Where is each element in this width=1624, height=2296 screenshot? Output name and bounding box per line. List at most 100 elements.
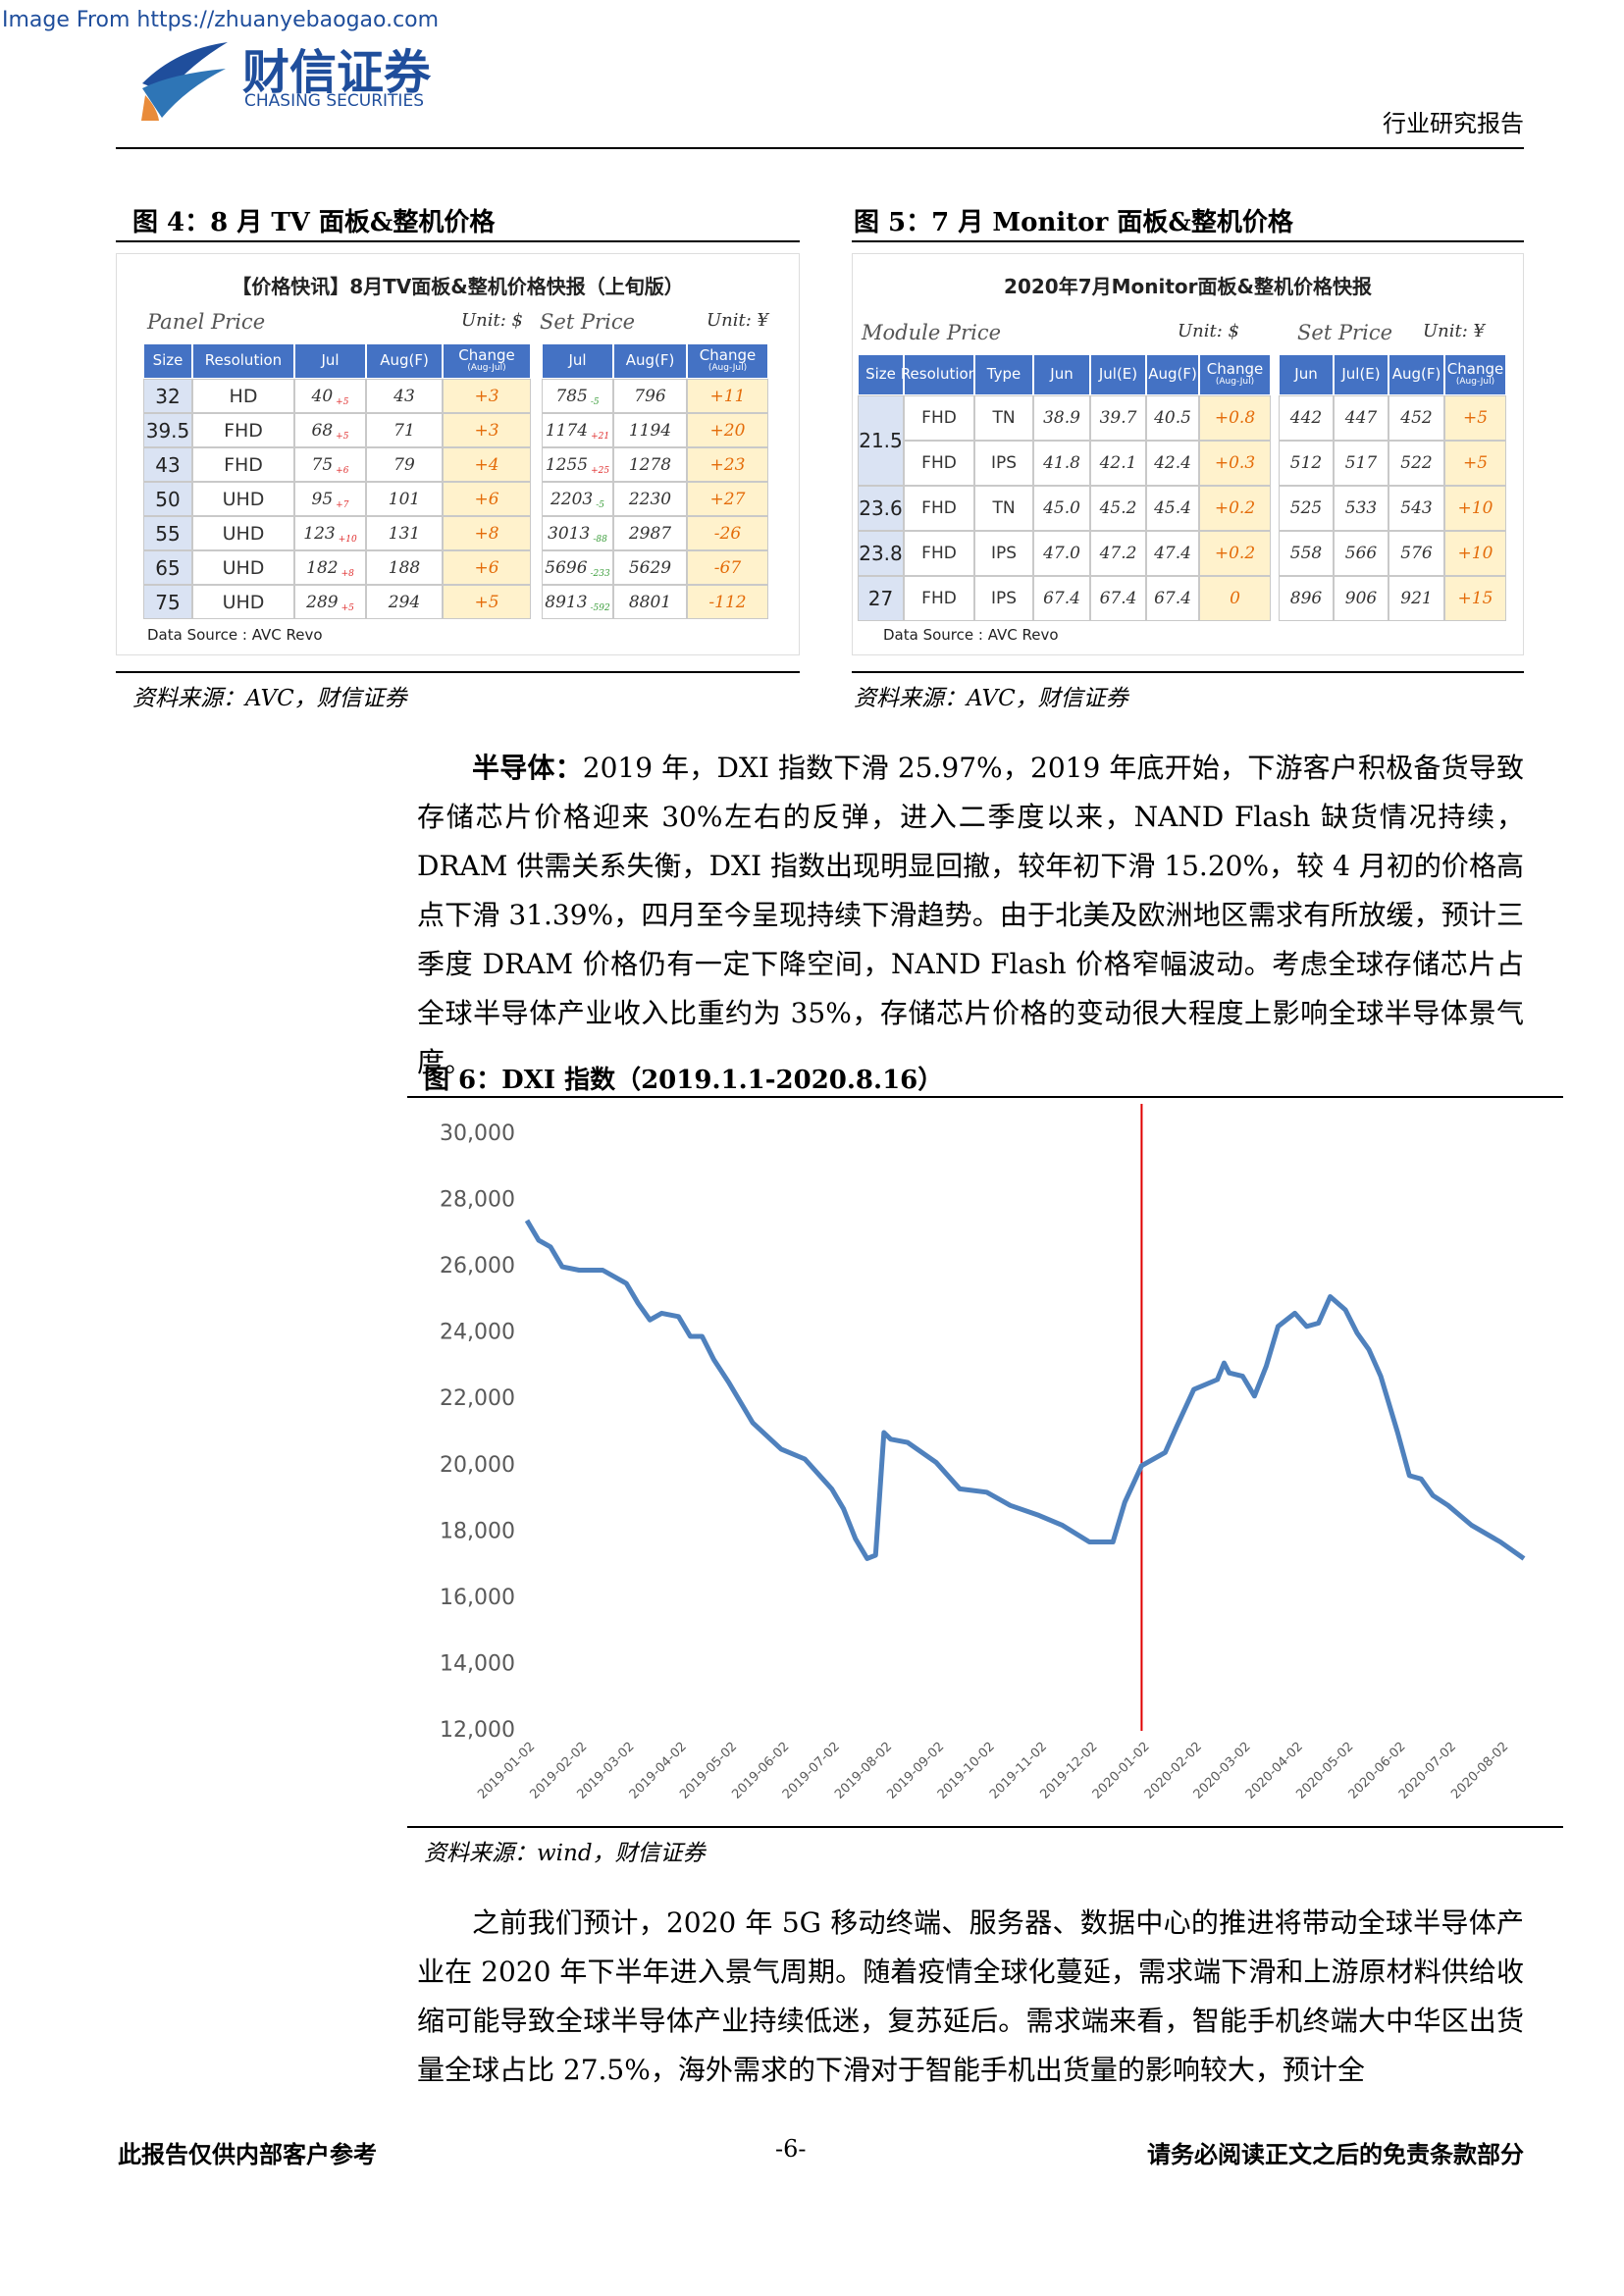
table-cell: -67	[687, 550, 768, 585]
cell-text: +10	[1457, 498, 1493, 518]
cell-text: 40	[311, 386, 334, 406]
y-tick-label: 12,000	[440, 1718, 515, 1743]
cell-text: UHD	[222, 591, 265, 613]
table-cell: 1278	[613, 447, 687, 482]
table-cell: +8	[443, 516, 531, 550]
table-cell: IPS	[974, 576, 1033, 621]
cell-text: FHD	[921, 544, 957, 563]
figure-rule	[407, 1096, 1563, 1098]
cell-text: 896	[1289, 589, 1323, 608]
paragraph-lead: 半导体：	[472, 752, 583, 784]
table-cell: 79	[366, 447, 443, 482]
cell-text: +11	[709, 386, 746, 406]
table-cell: 47.4	[1146, 531, 1199, 576]
table-cell: +6	[443, 550, 531, 585]
cell-text: 566	[1344, 544, 1378, 563]
figure-title: 图 6：DXI 指数（2019.1.1-2020.8.16）	[424, 1066, 944, 1095]
table-cell: UHD	[192, 585, 294, 619]
table-frame	[852, 253, 1524, 655]
table-cell: +5	[443, 585, 531, 619]
header-text: Jul(E)	[1098, 365, 1138, 384]
y-tick-label: 20,000	[440, 1453, 515, 1478]
cell-text: 101	[388, 489, 421, 509]
y-tick-label: 18,000	[440, 1519, 515, 1543]
cell-text: -112	[708, 592, 747, 612]
table-cell: 533	[1334, 486, 1388, 531]
cell-text: 796	[634, 386, 666, 406]
figure-title: 图 4：8 月 TV 面板&整机价格	[132, 208, 496, 237]
table-cell: +27	[687, 482, 768, 516]
cell-text: 2987	[628, 523, 672, 544]
figure-rule	[116, 671, 800, 673]
cell-text: UHD	[222, 556, 265, 579]
cell-text: TN	[992, 498, 1016, 518]
cell-text: +3	[474, 386, 499, 406]
table-cell: HD	[192, 379, 294, 413]
table-cell: TN	[974, 486, 1033, 531]
table-cell: +0.2	[1199, 531, 1271, 576]
cell-text: FHD	[921, 408, 957, 428]
cell-text: 79	[393, 454, 415, 475]
table-cell: 517	[1334, 441, 1388, 486]
table-cell: +5	[1444, 395, 1506, 441]
footer-left: 此报告仅供内部客户参考	[118, 2140, 377, 2168]
table-cell: FHD	[192, 447, 294, 482]
header-cell: Aug(F)	[366, 343, 443, 379]
size-cell: 43	[143, 447, 192, 482]
table-cell: +4	[443, 447, 531, 482]
cell-text: 75	[311, 454, 334, 475]
cell-text: UHD	[222, 488, 265, 510]
cell-text: 47.2	[1099, 544, 1137, 563]
cell-text: 67.4	[1043, 589, 1080, 608]
logo-en: CHASING SECURITIES	[244, 91, 424, 111]
size-cell: 55	[143, 516, 192, 550]
data-source: Data Source : AVC Revo	[883, 626, 1059, 644]
table-cell: 71	[366, 413, 443, 447]
table-cell: +3	[443, 413, 531, 447]
cell-text: 0	[1230, 589, 1240, 608]
header-text: Aug(F)	[625, 351, 675, 370]
cell-text: 921	[1400, 589, 1433, 608]
header-note: (Aug-Jul)	[707, 363, 748, 374]
cell-text: 182	[306, 557, 339, 578]
cell-text: TN	[992, 408, 1016, 428]
header-text: Size	[152, 351, 183, 370]
table-cell: UHD	[192, 516, 294, 550]
table-cell: FHD	[192, 413, 294, 447]
header-text: Change	[458, 346, 515, 365]
table-cell: 39.7	[1090, 395, 1146, 441]
header-cell: Change (Aug-Jul)	[1199, 354, 1271, 395]
cell-text: UHD	[222, 522, 265, 545]
table-cell: 512	[1279, 441, 1334, 486]
table-cell: -26	[687, 516, 768, 550]
table-cell: 289 +5	[294, 585, 366, 619]
table-cell: 442	[1279, 395, 1334, 441]
cell-text: -26	[713, 523, 742, 544]
size-cell: 50	[143, 482, 192, 516]
cell-text: +0.8	[1214, 408, 1256, 428]
watermark: Image From https://zhuanyebaogao.com	[2, 8, 440, 32]
cell-text: 525	[1289, 498, 1323, 518]
table-cell: 1255 +25	[542, 447, 613, 482]
cell-text: HD	[229, 385, 258, 407]
paragraph: 半导体：2019 年，DXI 指数下滑 25.97%，2019 年底开始，下游客…	[417, 744, 1524, 1087]
cell-delta: +7	[336, 500, 349, 510]
table-cell: 525	[1279, 486, 1334, 531]
header-cell: Change (Aug-Jul)	[443, 343, 531, 379]
cell-text: 123	[303, 523, 336, 544]
table-cell: FHD	[904, 576, 974, 621]
cell-text: 5696	[545, 557, 588, 578]
panel-unit: Unit: $	[1178, 321, 1239, 341]
table-cell: 3013 -88	[542, 516, 613, 550]
cell-text: 576	[1400, 544, 1433, 563]
size-cell: 39.5	[143, 413, 192, 447]
header-text: Change	[699, 346, 757, 365]
table-cell: 67.4	[1146, 576, 1199, 621]
cell-text: 442	[1289, 408, 1323, 428]
header-cell: Resolution	[901, 354, 977, 395]
table-cell: 1194	[613, 413, 687, 447]
dxi-chart: 12,000 14,000 16,000 18,000 20,000 22,000 24,0…	[440, 1104, 1526, 1802]
y-tick-label: 22,000	[440, 1386, 515, 1411]
table-cell: 182 +8	[294, 550, 366, 585]
figure-rule	[852, 671, 1524, 673]
